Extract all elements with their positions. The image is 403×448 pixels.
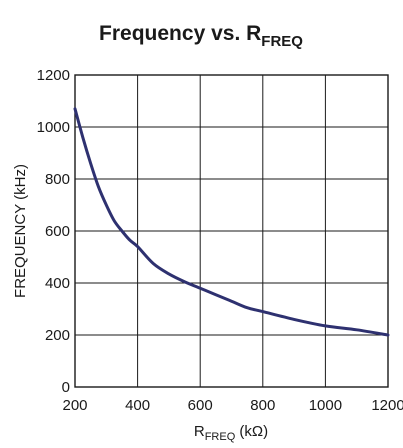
chart-title-main: Frequency vs. R [99,22,261,45]
y-tick-labels: 0 200 400 600 800 1000 1200 [37,67,70,396]
x-tick-label: 800 [250,397,275,414]
x-tick-label: 400 [125,397,150,414]
x-axis-label-subscript: FREQ [205,431,236,443]
y-tick-label: 1200 [37,67,70,84]
x-axis-label-unit: (kΩ) [235,423,268,440]
chart-title: Frequency vs. RFREQ [99,22,303,50]
x-tick-label: 200 [62,397,87,414]
x-tick-label: 1000 [309,397,342,414]
x-tick-label: 1200 [371,397,403,414]
y-tick-label: 800 [45,171,70,188]
plot-frame [74,74,389,388]
y-tick-label: 400 [45,275,70,292]
frequency-series-line [73,107,390,337]
y-tick-label: 0 [62,379,70,396]
chart-title-subscript: FREQ [261,33,303,50]
y-axis-label: FREQUENCY (kHz) [12,164,29,298]
x-axis-label: RFREQ (kΩ) [194,423,268,443]
y-tick-label: 200 [45,327,70,344]
y-tick-label: 1000 [37,119,70,136]
x-axis-label-main: R [194,423,205,440]
x-tick-labels: 200 400 600 800 1000 1200 [62,397,403,414]
y-tick-label: 600 [45,223,70,240]
x-tick-label: 600 [188,397,213,414]
